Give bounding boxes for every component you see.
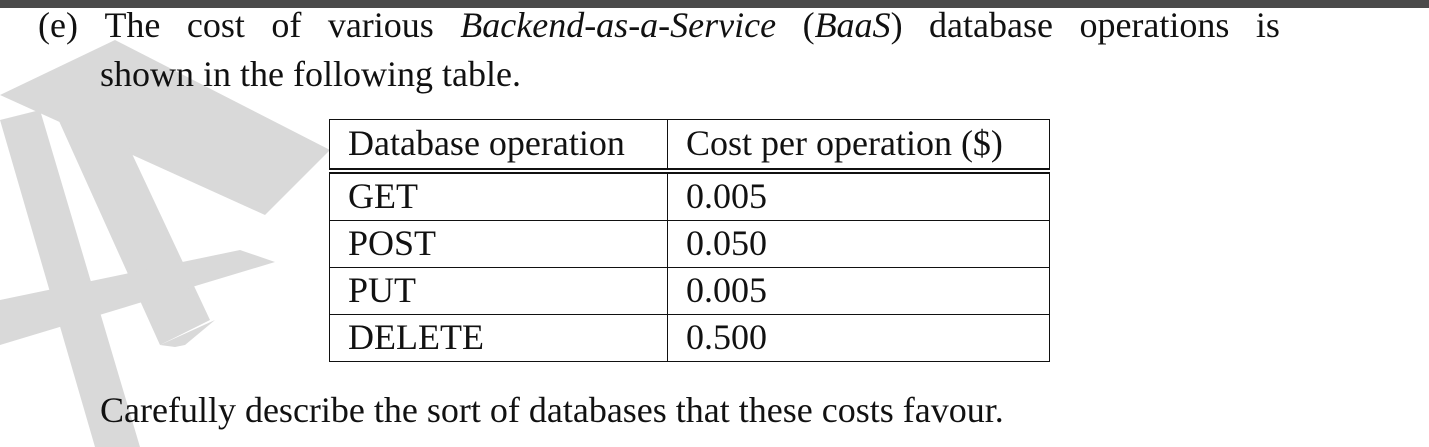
table-row: POST 0.050 xyxy=(329,219,1050,268)
operation-cell: GET xyxy=(329,170,668,221)
table-row: GET 0.005 xyxy=(329,170,1050,221)
abbr-open: ( xyxy=(802,5,815,45)
cost-cell: 0.050 xyxy=(667,219,1050,268)
table-body: GET 0.005 POST 0.050 PUT 0.005 DELETE 0.… xyxy=(329,170,1050,362)
operation-cell: PUT xyxy=(329,266,668,315)
cost-cell: 0.005 xyxy=(667,170,1050,221)
operation-cell: POST xyxy=(329,219,668,268)
term-baas-full: Backend-as-a-Service xyxy=(460,5,777,45)
header-cost: Cost per operation ($) xyxy=(667,119,1050,171)
word: is xyxy=(1255,5,1280,45)
abbr-group: (BaaS) xyxy=(803,5,903,45)
word: database xyxy=(929,5,1053,45)
word: operations xyxy=(1079,5,1230,45)
header-operation: Database operation xyxy=(329,119,668,171)
word: of xyxy=(271,5,302,45)
word: The xyxy=(104,5,161,45)
question-line-1: (e) The cost of various Backend-as-a-Ser… xyxy=(38,5,1280,45)
top-bar xyxy=(0,0,1429,8)
word: cost xyxy=(186,5,245,45)
question-prompt: Carefully describe the sort of databases… xyxy=(100,390,1004,430)
table-header: Database operation Cost per operation ($… xyxy=(329,119,1050,171)
cost-cell: 0.500 xyxy=(667,313,1050,362)
abbr-baas: BaaS xyxy=(814,5,891,45)
word: various xyxy=(327,5,434,45)
question-line-2: shown in the following table. xyxy=(100,54,521,94)
cost-table: Database operation Cost per operation ($… xyxy=(329,119,1050,362)
question-label: (e) xyxy=(38,5,78,45)
abbr-close: ) xyxy=(890,5,903,45)
table-row: PUT 0.005 xyxy=(329,266,1050,315)
operation-cell: DELETE xyxy=(329,313,668,362)
cost-cell: 0.005 xyxy=(667,266,1050,315)
table-header-row: Database operation Cost per operation ($… xyxy=(329,119,1050,171)
table-row: DELETE 0.500 xyxy=(329,313,1050,362)
